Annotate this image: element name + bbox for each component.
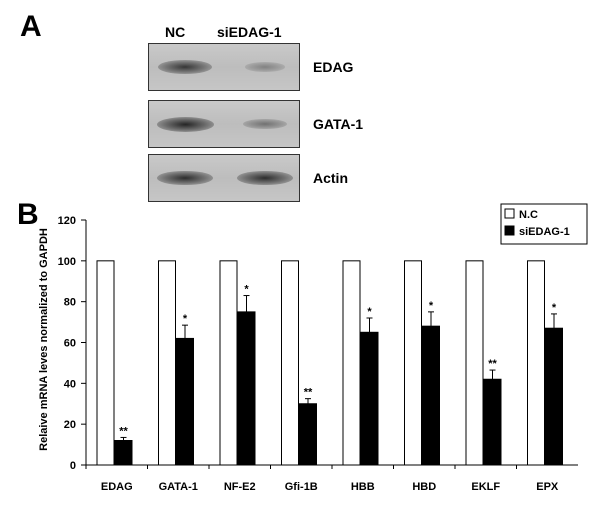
legend-box (500, 203, 588, 245)
bar-siedag (545, 327, 563, 466)
significance-label: * (367, 306, 372, 318)
bar-nc (465, 260, 484, 466)
band-siedag-1 (237, 170, 293, 186)
legend-swatch (504, 208, 515, 219)
bar-nc (158, 260, 176, 466)
y-tick-label: 20 (64, 419, 76, 431)
significance-label: ** (119, 425, 128, 437)
panel-b-letter: B (17, 198, 39, 231)
x-tick-label: HBB (351, 481, 375, 493)
y-tick-label: 120 (58, 215, 76, 227)
x-tick-label: EDAG (101, 481, 133, 493)
legend-label: N.C (519, 209, 538, 221)
band-siedag-1 (243, 118, 287, 130)
bar-nc (219, 260, 238, 466)
x-tick-label: GATA-1 (159, 481, 198, 493)
band-nc (157, 170, 213, 186)
y-axis-label: Relaive mRNA leves normalized to GAPDH (38, 228, 50, 451)
blot-label-actin: Actin (313, 170, 348, 186)
blot-strip-gata-1 (148, 100, 300, 148)
blot-strip-actin (148, 154, 300, 202)
significance-label: * (183, 313, 188, 325)
blot-strip-edag (148, 43, 300, 91)
band-nc (156, 116, 214, 132)
bar-nc (281, 260, 299, 466)
x-tick-label: HBD (412, 481, 436, 493)
y-tick-label: 100 (58, 256, 76, 268)
blot-label-gata-1: GATA-1 (313, 116, 364, 132)
bar-siedag (176, 337, 194, 466)
legend-swatch (504, 225, 515, 236)
y-tick-label: 40 (64, 378, 76, 390)
x-tick-label: NF-E2 (224, 481, 256, 493)
bar-nc (342, 260, 361, 466)
x-tick-label: EKLF (471, 481, 500, 493)
band-nc (158, 60, 212, 74)
y-tick-label: 80 (64, 297, 76, 309)
bar-siedag (483, 378, 502, 466)
bar-siedag (237, 311, 256, 466)
significance-label: * (244, 284, 249, 296)
significance-label: ** (304, 387, 313, 399)
lane-label-nc: NC (165, 24, 186, 40)
legend-label: siEDAG-1 (519, 226, 570, 238)
x-tick-label: EPX (536, 481, 559, 493)
bar-nc (527, 260, 545, 466)
y-tick-label: 0 (70, 460, 76, 472)
significance-label: * (429, 300, 434, 312)
panel-a-letter: A (20, 10, 42, 43)
blot-label-edag: EDAG (313, 59, 354, 75)
bar-siedag (422, 325, 440, 466)
y-tick-label: 60 (64, 338, 76, 350)
bar-siedag (114, 440, 133, 466)
band-siedag-1 (244, 62, 286, 72)
significance-label: ** (488, 358, 497, 370)
bar-nc (404, 260, 422, 466)
x-tick-label: Gfi-1B (285, 481, 318, 493)
significance-label: * (552, 302, 557, 314)
lane-label-siedag: siEDAG-1 (217, 24, 282, 40)
bar-siedag (360, 331, 379, 466)
bar-siedag (299, 403, 317, 466)
bar-nc (96, 260, 115, 466)
